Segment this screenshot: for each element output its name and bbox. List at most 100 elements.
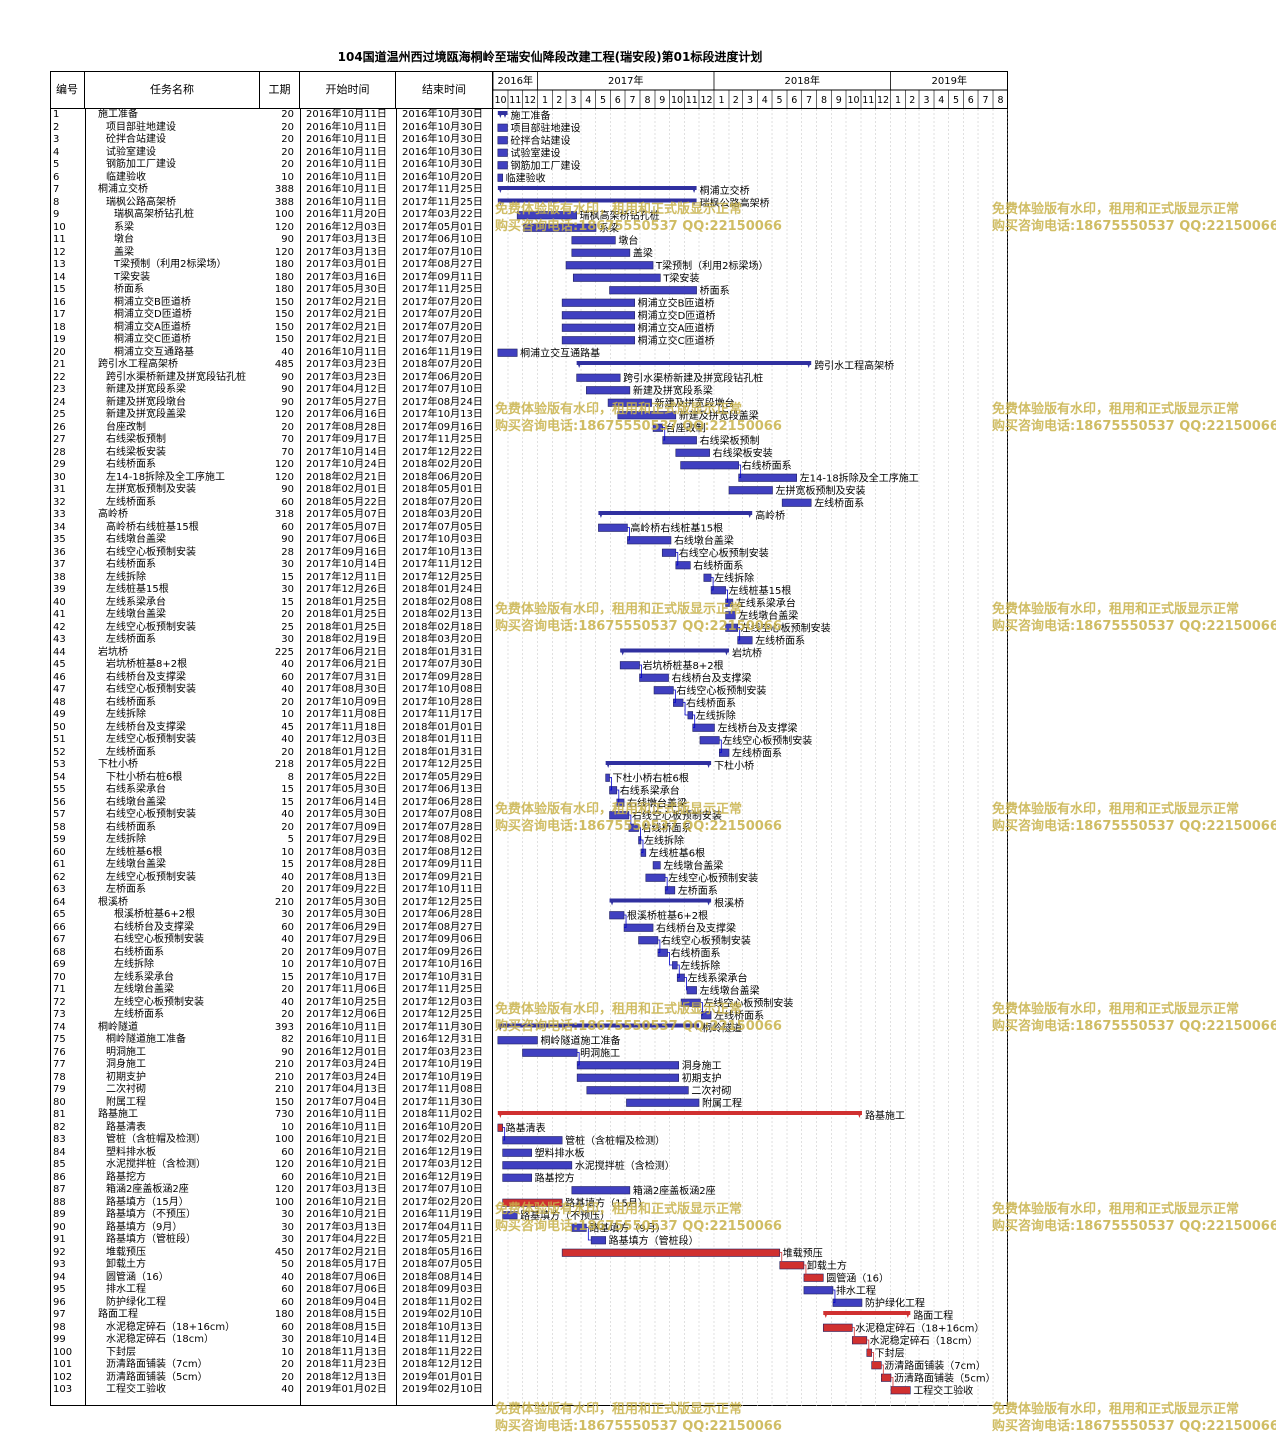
- task-name: 路基填方（15月）: [106, 1196, 189, 1208]
- task-bar: [523, 223, 597, 232]
- task-name: 右线桥面系: [106, 696, 156, 708]
- task-start: 2017年12月11日: [306, 571, 387, 583]
- task-id: 54: [53, 771, 66, 783]
- task-id: 48: [53, 696, 66, 708]
- task-start: 2019年01月02日: [306, 1384, 387, 1395]
- task-start: 2018年12月13日: [306, 1371, 387, 1383]
- task-duration: 30: [281, 584, 294, 595]
- task-bar-label: 路基挖方: [535, 1172, 575, 1185]
- watermark-line1: 免费体验版有水印，租用和正式版显示正常: [992, 1002, 1240, 1017]
- task-id: 65: [53, 909, 66, 920]
- task-row: 63 左桥面系 20 2017年09月22日 2017年10月11日: [50, 884, 493, 897]
- task-row: 4 试验室建设 20 2016年10月11日 2016年10月30日: [50, 147, 493, 160]
- task-bar: [890, 1386, 911, 1395]
- task-id: 64: [53, 896, 66, 908]
- task-end: 2018年01月11日: [402, 734, 483, 745]
- task-bar: [497, 161, 508, 170]
- task-bar-label: 施工准备: [511, 109, 551, 122]
- task-start: 2017年03月24日: [306, 1071, 387, 1083]
- task-end: 2017年08月12日: [402, 846, 483, 858]
- task-start: 2017年06月16日: [306, 409, 387, 420]
- watermark-line1: 免费体验版有水印，租用和正式版显示正常: [992, 1402, 1240, 1417]
- watermark-line1: 免费体验版有水印，租用和正式版显示正常: [495, 602, 743, 617]
- task-end: 2017年09月11日: [402, 271, 483, 283]
- task-bar: [571, 1223, 587, 1232]
- task-id: 7: [53, 184, 60, 195]
- task-duration: 8: [287, 771, 294, 783]
- watermark-line1: 免费体验版有水印，租用和正式版显示正常: [992, 202, 1240, 217]
- task-name: 桐浦立交C匝道桥: [114, 334, 191, 345]
- task-bar: [680, 461, 739, 470]
- task-bar-label: 左线桥台及支撑梁: [717, 722, 797, 735]
- task-name: 右线桥面系: [106, 559, 156, 570]
- task-bar: [502, 1136, 563, 1145]
- task-name: 右线桥台及支撑梁: [106, 671, 186, 683]
- task-id: 15: [53, 284, 66, 295]
- dependency-link: [871, 1352, 875, 1366]
- task-bar-label: 堆载预压: [783, 1248, 823, 1260]
- task-start: 2017年12月06日: [306, 1009, 387, 1020]
- task-bar-label: T梁安装: [662, 272, 699, 285]
- task-row: 48 右线桥面系 20 2017年10月09日 2017年10月28日: [50, 697, 493, 710]
- task-bar: [675, 561, 691, 570]
- task-bar-label: 盖梁: [633, 247, 653, 260]
- task-id: 62: [53, 871, 66, 883]
- task-name: 左线空心板预制安装: [106, 621, 196, 633]
- task-start: 2017年05月30日: [306, 909, 387, 920]
- task-end: 2017年11月25日: [402, 434, 483, 445]
- task-name: 右线梁板预制: [106, 434, 166, 445]
- task-duration: 20: [281, 821, 294, 833]
- task-duration: 180: [274, 1309, 294, 1320]
- task-row: 17 桐浦立交D匝道桥 150 2017年02月21日 2017年07月20日: [50, 309, 493, 322]
- summary-bar-start-cap: [497, 1111, 503, 1118]
- task-end: 2017年06月20日: [402, 371, 483, 383]
- task-bar-label: 左线空心板预制安装: [741, 622, 831, 635]
- task-start: 2016年10月21日: [306, 1171, 387, 1183]
- task-end: 2018年01月31日: [402, 646, 483, 658]
- task-bar-label: 右线空心板预制安装: [661, 934, 751, 947]
- task-row: 38 左线拆除 15 2017年12月11日 2017年12月25日: [50, 572, 493, 585]
- task-bar-label: 下封层: [875, 1347, 905, 1360]
- task-end: 2017年08月24日: [402, 396, 483, 408]
- watermark-line1: 免费体验版有水印，租用和正式版显示正常: [992, 1202, 1240, 1217]
- task-start: 2018年10月14日: [306, 1334, 387, 1345]
- task-start: 2017年06月21日: [306, 646, 387, 658]
- task-bar: [497, 1036, 538, 1045]
- task-end: 2017年08月02日: [402, 834, 483, 845]
- task-end: 2017年09月06日: [402, 934, 483, 945]
- task-bar: [561, 298, 635, 307]
- gantt-frame: [50, 71, 1008, 1406]
- task-row: 85 水泥搅拌桩（含检测） 120 2016年10月21日 2017年03月12日: [50, 1159, 493, 1172]
- task-row: 72 左线空心板预制安装 40 2017年10月25日 2017年12月03日: [50, 997, 493, 1010]
- task-duration: 10: [281, 709, 294, 720]
- task-end: 2017年05月01日: [402, 221, 483, 233]
- task-end: 2017年03月23日: [402, 1046, 483, 1058]
- dependency-link: [675, 552, 679, 566]
- task-bar: [497, 1123, 503, 1132]
- month-label: 4: [938, 95, 944, 106]
- task-bar: [638, 936, 659, 945]
- task-row: 68 右线桥面系 20 2017年09月07日 2017年09月26日: [50, 947, 493, 960]
- task-name: T梁预制（利用2标梁场）: [114, 259, 227, 270]
- task-bar: [598, 523, 628, 532]
- task-bar-label: 试验室建设: [511, 147, 561, 160]
- summary-bar-end-cap: [691, 186, 697, 193]
- task-bar-label: 左线系梁承台: [736, 597, 796, 610]
- summary-bar: [598, 511, 753, 515]
- task-duration: 450: [274, 1246, 294, 1258]
- task-duration: 20: [281, 1009, 294, 1020]
- summary-bar-start-cap: [497, 1023, 503, 1031]
- task-bar-label: 左线桥面系: [714, 1009, 764, 1022]
- task-name: 左桥面系: [106, 884, 146, 895]
- task-row: 31 左拼宽板预制及安装 90 2018年02月01日 2018年05月01日: [50, 484, 493, 497]
- task-start: 2017年10月14日: [306, 559, 387, 570]
- month-label: 9: [659, 95, 665, 106]
- task-name: 右线空心板预制安装: [106, 546, 196, 558]
- task-start: 2016年10月11日: [306, 171, 387, 183]
- task-bar: [623, 923, 654, 932]
- task-bar: [586, 386, 631, 395]
- task-id: 21: [53, 359, 66, 370]
- summary-bar: [497, 186, 697, 190]
- task-row: 97 路面工程 180 2018年08月15日 2019年02月10日: [50, 1309, 493, 1322]
- task-end: 2018年12月12日: [402, 1359, 483, 1370]
